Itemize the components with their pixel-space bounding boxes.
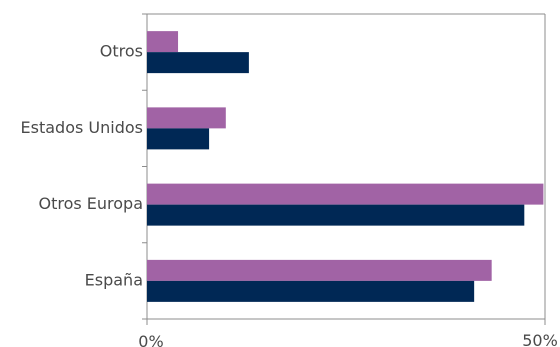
bar (147, 183, 544, 205)
bar (147, 107, 226, 129)
bar (147, 259, 492, 281)
category-label: Otros (100, 42, 143, 61)
category-label: Estados Unidos (21, 118, 143, 137)
category-label: España (85, 270, 143, 289)
x-tick-label: 50% (522, 331, 558, 347)
category-label: Otros Europa (38, 194, 143, 213)
bar (147, 280, 475, 302)
category-labels: España Otros Europa Estados Unidos Otros (21, 42, 143, 290)
bar (147, 128, 210, 150)
bar (147, 204, 525, 226)
bar (147, 52, 249, 74)
bars (147, 31, 544, 302)
bar (147, 31, 179, 53)
x-tick-label: 0% (138, 332, 163, 347)
x-tick-labels: 0% 50% (138, 331, 557, 347)
